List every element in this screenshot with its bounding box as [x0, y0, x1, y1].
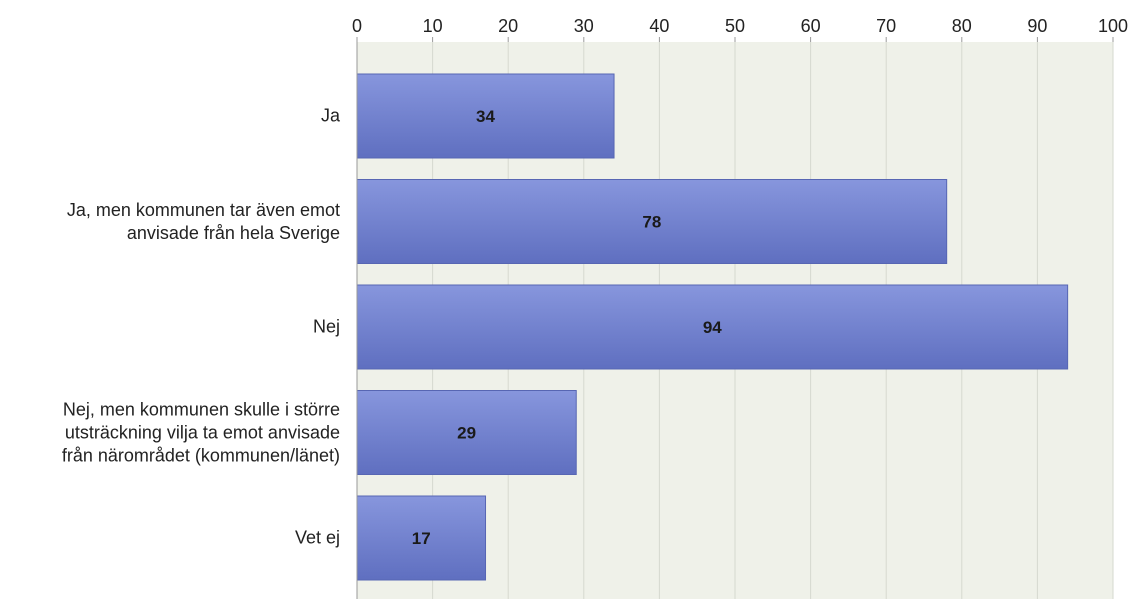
- bar: [356, 495, 487, 581]
- bar: [356, 179, 948, 264]
- x-tick-label: 30: [574, 16, 594, 36]
- x-tick-label: 10: [423, 16, 443, 36]
- data-labels: 34 78 94 29 17: [412, 107, 723, 548]
- data-label: 78: [642, 213, 661, 232]
- x-tick-label: 60: [801, 16, 821, 36]
- bars: [356, 73, 1069, 581]
- data-label: 29: [457, 424, 476, 443]
- category-label: Nej, men kommunen skulle i större utsträ…: [61, 399, 340, 465]
- x-axis: 0 10 20 30 40 50 60 70 80 90 100: [352, 16, 1128, 42]
- bar: [356, 390, 577, 475]
- x-tick-label: 80: [952, 16, 972, 36]
- category-label: Ja, men kommunen tar även emot anvisade …: [66, 199, 340, 243]
- category-label: Vet ej: [294, 527, 340, 548]
- x-tick-label: 50: [725, 16, 745, 36]
- x-tick-label: 40: [649, 16, 669, 36]
- data-label: 94: [703, 318, 722, 337]
- category-label: Ja: [320, 105, 340, 126]
- category-label: Nej: [312, 316, 340, 337]
- x-tick-label: 0: [352, 16, 362, 36]
- data-label: 17: [412, 529, 431, 548]
- bar: [356, 73, 615, 159]
- x-tick-label: 90: [1027, 16, 1047, 36]
- x-tick-label: 100: [1098, 16, 1128, 36]
- x-tick-label: 70: [876, 16, 896, 36]
- bar: [356, 284, 1069, 370]
- x-tick-label: 20: [498, 16, 518, 36]
- data-label: 34: [476, 107, 495, 126]
